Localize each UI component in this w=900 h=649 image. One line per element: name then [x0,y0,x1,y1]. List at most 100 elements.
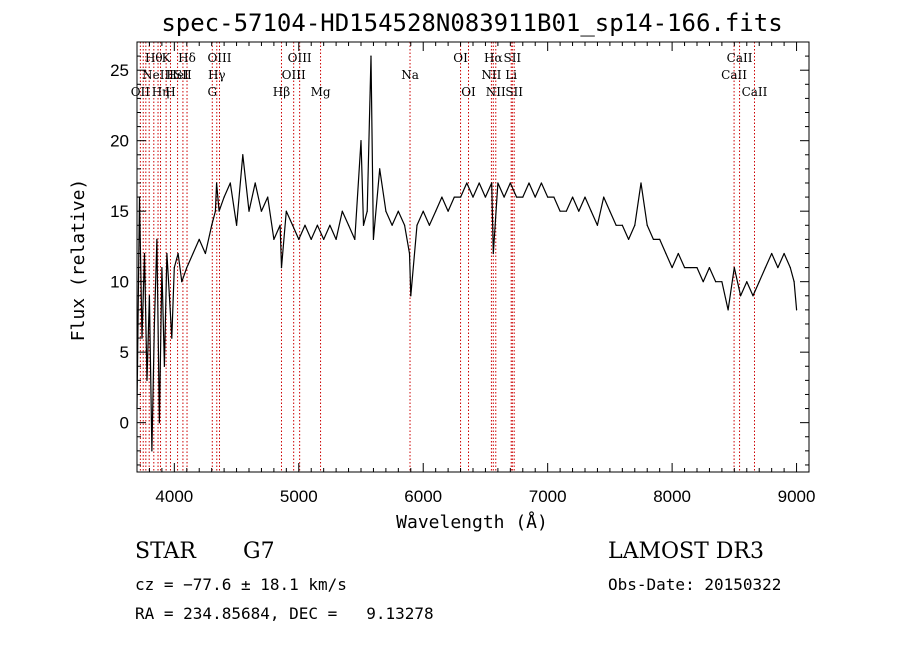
data-point [752,295,754,297]
data-point [403,224,406,226]
spectral-line-label: Hγ [208,68,226,82]
spectral-line-label: NII [486,85,506,99]
data-point [540,182,543,184]
data-point [721,281,723,283]
data-point [447,210,449,212]
data-point [746,281,748,283]
data-point [534,196,536,198]
data-point [260,210,263,212]
data-point [708,266,711,269]
y-axis-label: Flux (relative) [68,179,89,342]
x-tick-label: 5000 [280,487,318,506]
data-point [665,252,667,255]
y-tick-label: 10 [110,273,129,292]
data-point [354,238,356,240]
data-point [163,365,165,367]
data-point [151,450,153,452]
data-point [603,196,605,198]
series-flux [136,55,798,452]
data-point [559,210,561,212]
data-point [223,196,225,198]
data-point [408,252,411,255]
data-point [547,196,549,198]
data-point [329,224,331,226]
data-point [360,140,362,142]
plot-frame [136,41,810,473]
data-point [609,210,611,212]
spectral-line-label: OI [461,85,476,99]
spectral-line-label: Na [401,68,419,82]
data-point [156,238,158,240]
y-tick-label: 25 [110,61,129,80]
data-point [789,266,791,269]
data-point [715,281,717,283]
data-point [158,422,160,424]
data-point [141,337,143,339]
data-point [634,224,636,226]
data-point [590,210,592,212]
data-point [702,281,704,283]
data-point [248,210,250,212]
data-point [627,238,630,240]
spectral-line-label: OII [131,85,151,99]
data-point [491,182,493,184]
object-subclass: G7 [243,539,275,564]
data-point [280,266,283,269]
data-point [565,210,567,212]
data-point [298,238,300,240]
spectral-line-label: Hδ [178,51,196,65]
data-point [596,224,599,226]
data-point [310,238,312,240]
data-point [171,337,173,339]
spectral-line-label: CaII [742,85,768,99]
data-point [503,196,505,198]
data-point [166,252,168,255]
data-point [671,266,673,269]
spectral-line-label: HeI [166,68,189,82]
data-point [370,55,372,57]
observation-date: Obs-Date: 20150322 [608,575,782,594]
x-tick-label: 8000 [653,487,691,506]
data-point [181,281,183,283]
data-point [372,238,375,240]
data-point [783,252,785,255]
data-point [285,210,287,212]
spectral-line-label: OI [453,51,468,65]
data-point [391,224,393,226]
data-point [168,295,170,297]
redshift-velocity: cz = −77.6 ± 18.1 km/s [135,575,347,594]
data-point [435,210,437,212]
data-point [571,196,574,198]
data-point [323,238,325,240]
data-point [683,266,686,269]
data-point [291,224,294,226]
data-point [441,196,443,198]
data-point [528,182,530,184]
data-point [478,182,480,184]
x-tick-label: 4000 [155,487,193,506]
spectral-line-label: OIII [207,51,231,65]
spectral-line-label: Hα [484,51,503,65]
data-point [428,224,431,226]
data-point [397,210,399,212]
data-point [242,154,244,156]
spectral-line-label: OIII [288,51,312,65]
data-point [795,309,798,311]
data-point [229,182,231,184]
data-point [148,295,151,297]
data-point [459,196,462,198]
data-point [173,266,175,269]
data-point [621,224,623,226]
spectral-line-label: CaII [727,51,753,65]
data-point [640,182,642,184]
data-point [677,252,679,255]
data-point [279,224,281,226]
data-point [211,224,213,226]
data-point [764,266,767,269]
data-point [341,210,343,212]
data-point [316,224,319,226]
data-point [659,238,661,240]
data-point [615,224,617,226]
spectral-line-label: G [207,85,217,99]
data-point [385,210,387,212]
